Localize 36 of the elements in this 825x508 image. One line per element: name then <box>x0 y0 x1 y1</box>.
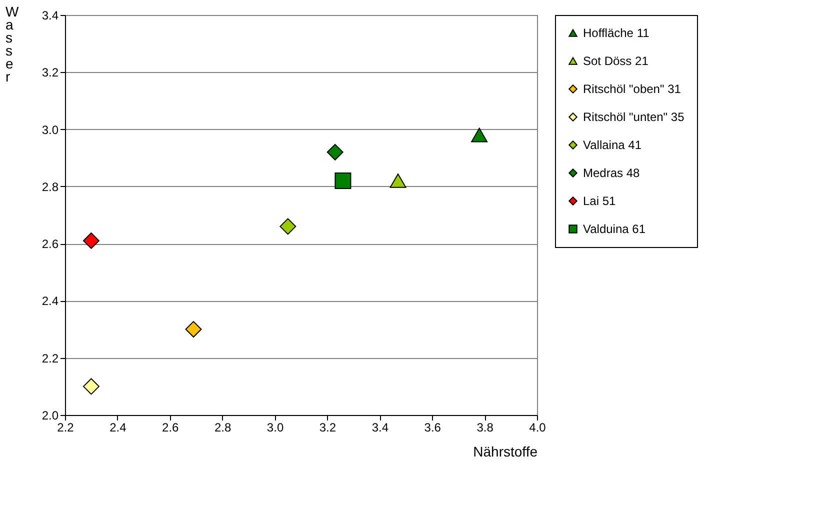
y-tick-label: 3.2 <box>42 66 59 80</box>
legend-label: Medras 48 <box>583 166 640 180</box>
point <box>82 232 100 249</box>
x-tick-label: 3.0 <box>266 420 284 434</box>
y-tick-label: 3.0 <box>42 122 59 137</box>
point <box>82 378 100 395</box>
x-tick-label: 2.6 <box>162 420 180 434</box>
y-axis-title: Wasser <box>6 4 20 84</box>
legend-label: Hoffläche 11 <box>583 26 650 40</box>
point <box>185 321 202 338</box>
x-tick-label: 3.2 <box>319 420 336 434</box>
y-tick-label: 2.2 <box>42 351 59 366</box>
y-tick-label: 2.8 <box>42 180 59 194</box>
y-tick-label: 2.0 <box>42 408 59 422</box>
point <box>334 172 352 189</box>
x-tick-label: 2.4 <box>110 420 127 434</box>
legend-label: Vallaina 41 <box>583 138 642 152</box>
point <box>390 174 406 188</box>
legend-label: Ritschöl "unten" 35 <box>583 110 685 124</box>
point <box>326 144 344 160</box>
x-tick-label: 4.0 <box>529 420 546 434</box>
y-tick-label: 2.6 <box>42 237 59 252</box>
y-tick-label: 3.4 <box>42 8 59 22</box>
x-tick-label: 3.8 <box>476 420 494 434</box>
x-tick-label: 2.2 <box>57 420 74 434</box>
legend-label: Valduina 61 <box>583 222 646 236</box>
x-axis-title: Nährstoffe <box>473 444 538 460</box>
x-tick-label: 2.8 <box>214 420 232 434</box>
point <box>280 218 296 235</box>
x-tick-label: 3.6 <box>424 420 442 434</box>
legend-label: Lai 51 <box>583 194 616 208</box>
y-tick-label: 2.4 <box>42 294 59 308</box>
point <box>471 128 488 142</box>
x-tick-label: 3.4 <box>372 420 389 434</box>
legend-label: Ritschöl "oben" 31 <box>583 82 682 96</box>
legend-label: Sot Döss 21 <box>583 54 649 68</box>
